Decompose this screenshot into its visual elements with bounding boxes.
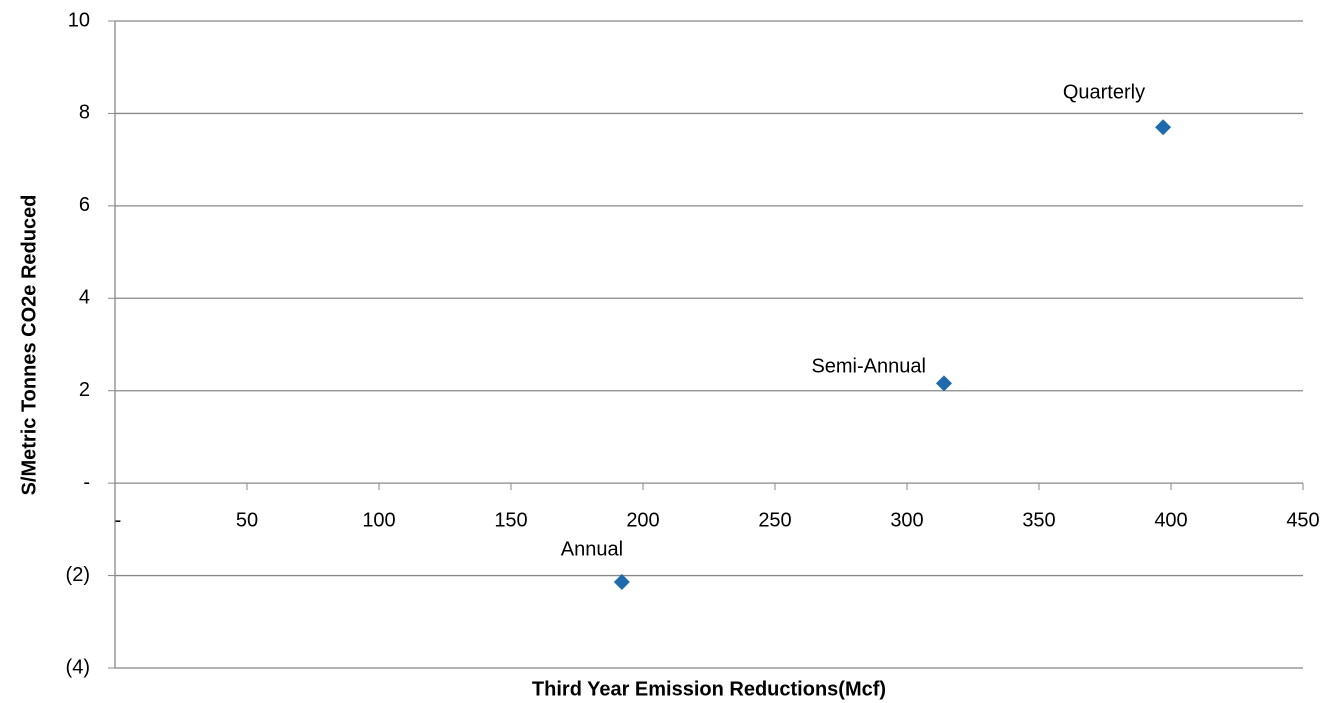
- x-tick-label: 200: [626, 509, 659, 531]
- data-point: [935, 375, 952, 392]
- point-label: Semi-Annual: [811, 356, 926, 378]
- y-tick-label: (4): [66, 656, 90, 678]
- y-axis-title: S/Metric Tonnes CO2e Reduced: [18, 195, 40, 496]
- data-point: [613, 574, 630, 591]
- x-axis-title: Third Year Emission Reductions(Mcf): [532, 678, 886, 700]
- data-point: [1155, 119, 1172, 136]
- x-tick-label: 350: [1022, 509, 1055, 531]
- x-tick-label: 300: [890, 509, 923, 531]
- point-label: Annual: [561, 538, 623, 560]
- y-tick-label: -: [83, 471, 90, 493]
- x-tick-label: 400: [1154, 509, 1187, 531]
- x-tick-label: -: [115, 509, 122, 531]
- y-tick-label: 8: [79, 102, 90, 124]
- y-tick-label: 6: [79, 194, 90, 216]
- x-tick-label: 100: [362, 509, 395, 531]
- y-tick-label: 10: [68, 9, 90, 31]
- x-tick-label: 450: [1286, 509, 1319, 531]
- point-label: Quarterly: [1063, 82, 1145, 104]
- y-tick-label: 4: [79, 287, 90, 309]
- x-tick-label: 250: [758, 509, 791, 531]
- y-tick-label: (2): [66, 564, 90, 586]
- y-tick-label: 2: [79, 379, 90, 401]
- x-tick-label: 150: [494, 509, 527, 531]
- x-tick-label: 50: [236, 509, 258, 531]
